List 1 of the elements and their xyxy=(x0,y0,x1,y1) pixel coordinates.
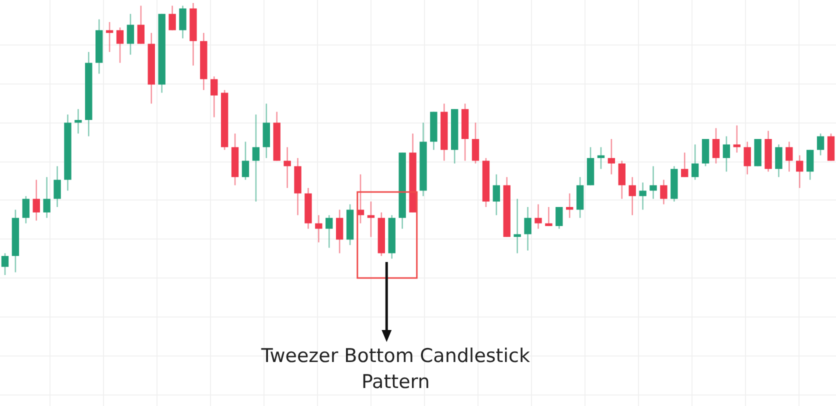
text: Tweezer Bottom Candlestick Pattern xyxy=(260,345,530,393)
